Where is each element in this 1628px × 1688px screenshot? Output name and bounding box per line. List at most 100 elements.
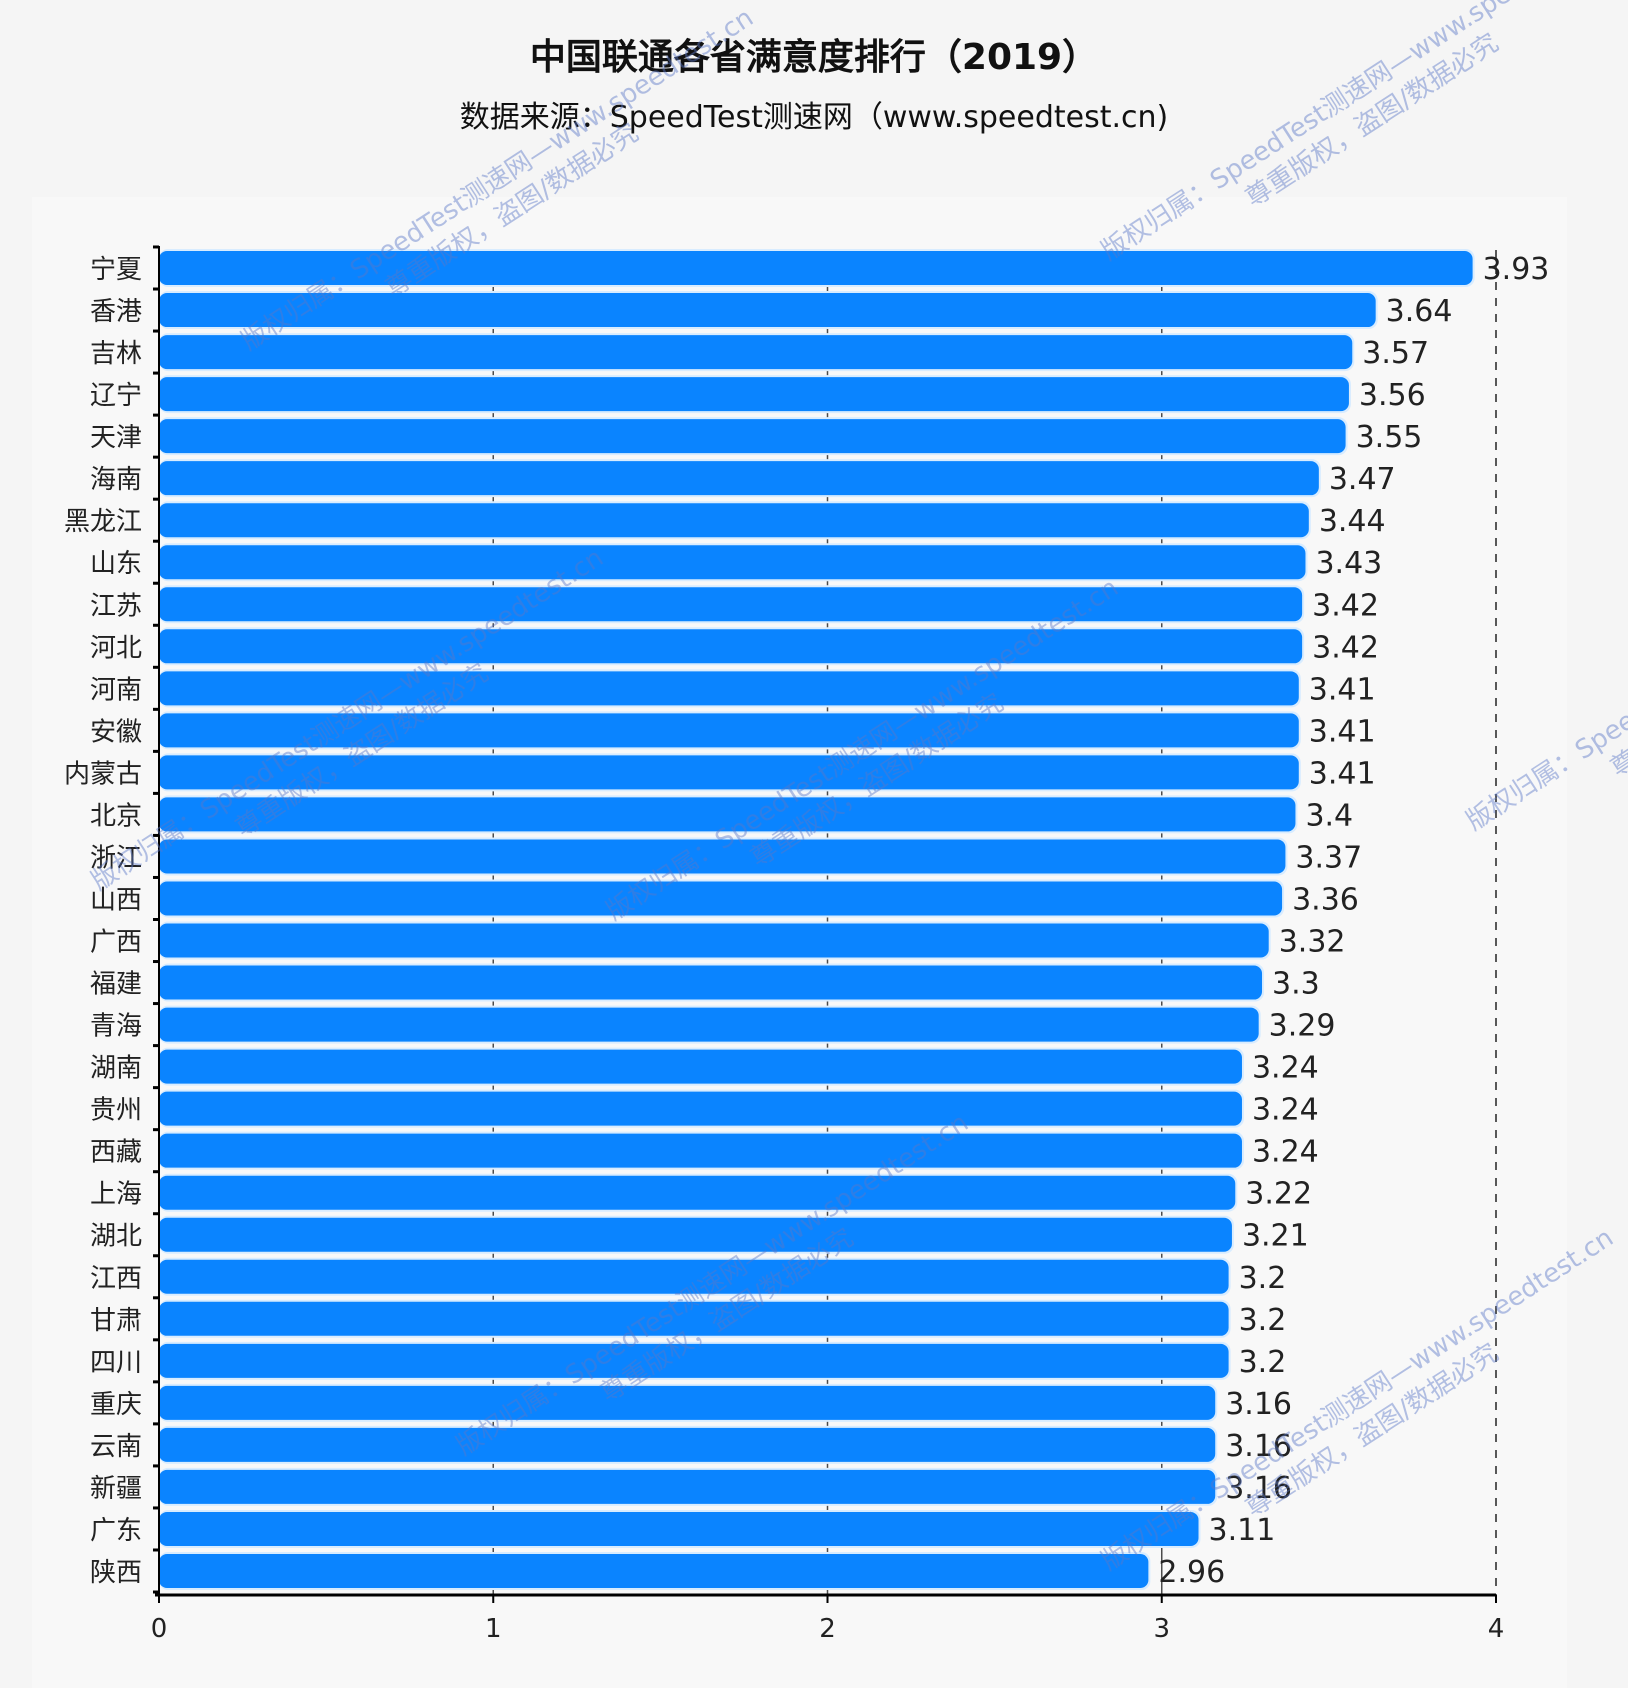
category-label: 青海 xyxy=(90,1012,142,1042)
data-label: 3.41 xyxy=(1309,714,1376,749)
bar xyxy=(159,881,1283,916)
bar xyxy=(159,839,1286,874)
data-label: 3.57 xyxy=(1362,336,1429,371)
data-label: 3.42 xyxy=(1312,588,1379,623)
x-tick-label: 4 xyxy=(1488,1614,1505,1644)
category-label: 甘肃 xyxy=(90,1306,142,1336)
category-label: 陕西 xyxy=(90,1558,142,1588)
bar xyxy=(159,419,1346,454)
category-label: 山西 xyxy=(90,885,142,915)
bar xyxy=(159,587,1303,622)
bar xyxy=(159,335,1353,370)
bar xyxy=(159,503,1309,538)
category-label: 天津 xyxy=(90,423,142,453)
x-tick-label: 3 xyxy=(1153,1614,1170,1644)
bar xyxy=(159,1175,1236,1210)
data-label: 3.41 xyxy=(1309,672,1376,707)
bar xyxy=(159,545,1306,580)
data-label: 2.96 xyxy=(1158,1555,1225,1590)
bar xyxy=(159,1511,1199,1546)
data-label: 3.41 xyxy=(1309,756,1376,791)
category-label: 广东 xyxy=(90,1516,142,1546)
bar xyxy=(159,1301,1229,1336)
data-label: 3.32 xyxy=(1279,925,1346,960)
bar xyxy=(159,629,1303,664)
category-label: 重庆 xyxy=(90,1390,142,1420)
data-label: 3.64 xyxy=(1386,294,1453,329)
data-label: 3.24 xyxy=(1252,1051,1319,1086)
bar xyxy=(159,755,1299,790)
category-label: 四川 xyxy=(90,1348,142,1378)
bar xyxy=(159,377,1349,412)
data-label: 3.16 xyxy=(1225,1387,1292,1422)
data-label: 3.42 xyxy=(1312,630,1379,665)
data-label: 3.44 xyxy=(1319,504,1386,539)
category-label: 云南 xyxy=(90,1432,142,1462)
data-label: 3.4 xyxy=(1305,798,1353,833)
bar xyxy=(159,293,1376,328)
category-label: 河北 xyxy=(90,633,142,663)
data-label: 3.37 xyxy=(1295,840,1362,875)
category-label: 海南 xyxy=(90,465,142,495)
bar xyxy=(159,461,1319,496)
data-label: 3.2 xyxy=(1239,1261,1287,1296)
chart-subtitle: 数据来源：SpeedTest测速网（www.speedtest.cn) xyxy=(459,100,1169,135)
bar xyxy=(159,1133,1242,1168)
category-label: 湖南 xyxy=(90,1054,142,1084)
x-tick-label: 2 xyxy=(819,1614,836,1644)
bar xyxy=(159,1217,1232,1252)
category-label: 贵州 xyxy=(90,1096,142,1126)
bar xyxy=(159,713,1299,748)
data-label: 3.3 xyxy=(1272,967,1320,1002)
data-label: 3.24 xyxy=(1252,1135,1319,1170)
bar xyxy=(159,1007,1259,1042)
bar xyxy=(159,797,1296,832)
data-label: 3.21 xyxy=(1242,1219,1309,1254)
bar xyxy=(159,671,1299,706)
data-label: 3.56 xyxy=(1359,378,1426,413)
category-label: 香港 xyxy=(90,297,142,327)
category-label: 黑龙江 xyxy=(64,507,142,537)
category-label: 山东 xyxy=(90,549,142,579)
category-label: 安徽 xyxy=(90,717,142,747)
x-tick-label: 0 xyxy=(151,1614,168,1644)
category-label: 内蒙古 xyxy=(64,759,142,789)
bar xyxy=(159,1259,1229,1294)
category-label: 新疆 xyxy=(90,1474,142,1504)
bar xyxy=(159,1554,1149,1588)
bar xyxy=(159,1469,1216,1504)
bar xyxy=(159,965,1263,1000)
category-label: 浙江 xyxy=(90,843,142,873)
data-label: 3.2 xyxy=(1239,1303,1287,1338)
bar xyxy=(159,1343,1229,1378)
data-label: 3.16 xyxy=(1225,1429,1292,1464)
category-label: 北京 xyxy=(90,801,142,831)
category-label: 宁夏 xyxy=(90,255,142,285)
data-label: 3.93 xyxy=(1483,252,1550,287)
bar xyxy=(159,251,1473,285)
data-label: 3.43 xyxy=(1315,546,1382,581)
bar xyxy=(159,1091,1242,1126)
x-tick-label: 1 xyxy=(485,1614,502,1644)
category-label: 辽宁 xyxy=(90,381,142,411)
category-label: 上海 xyxy=(90,1180,142,1210)
bar xyxy=(159,1427,1216,1462)
category-label: 江苏 xyxy=(90,591,142,621)
category-label: 河南 xyxy=(90,675,142,705)
category-label: 广西 xyxy=(90,928,142,958)
data-label: 3.47 xyxy=(1329,462,1396,497)
category-label: 西藏 xyxy=(90,1138,142,1168)
category-label: 福建 xyxy=(90,970,142,1000)
bar xyxy=(159,1049,1242,1084)
data-label: 3.55 xyxy=(1356,420,1423,455)
bar xyxy=(159,923,1269,958)
category-label: 湖北 xyxy=(90,1222,142,1252)
category-label: 江西 xyxy=(90,1264,142,1294)
data-label: 3.2 xyxy=(1239,1345,1287,1380)
data-label: 3.24 xyxy=(1252,1093,1319,1128)
chart-title: 中国联通各省满意度排行（2019） xyxy=(529,37,1099,78)
data-label: 3.22 xyxy=(1245,1177,1312,1212)
data-label: 3.16 xyxy=(1225,1471,1292,1506)
bar xyxy=(159,1385,1216,1420)
